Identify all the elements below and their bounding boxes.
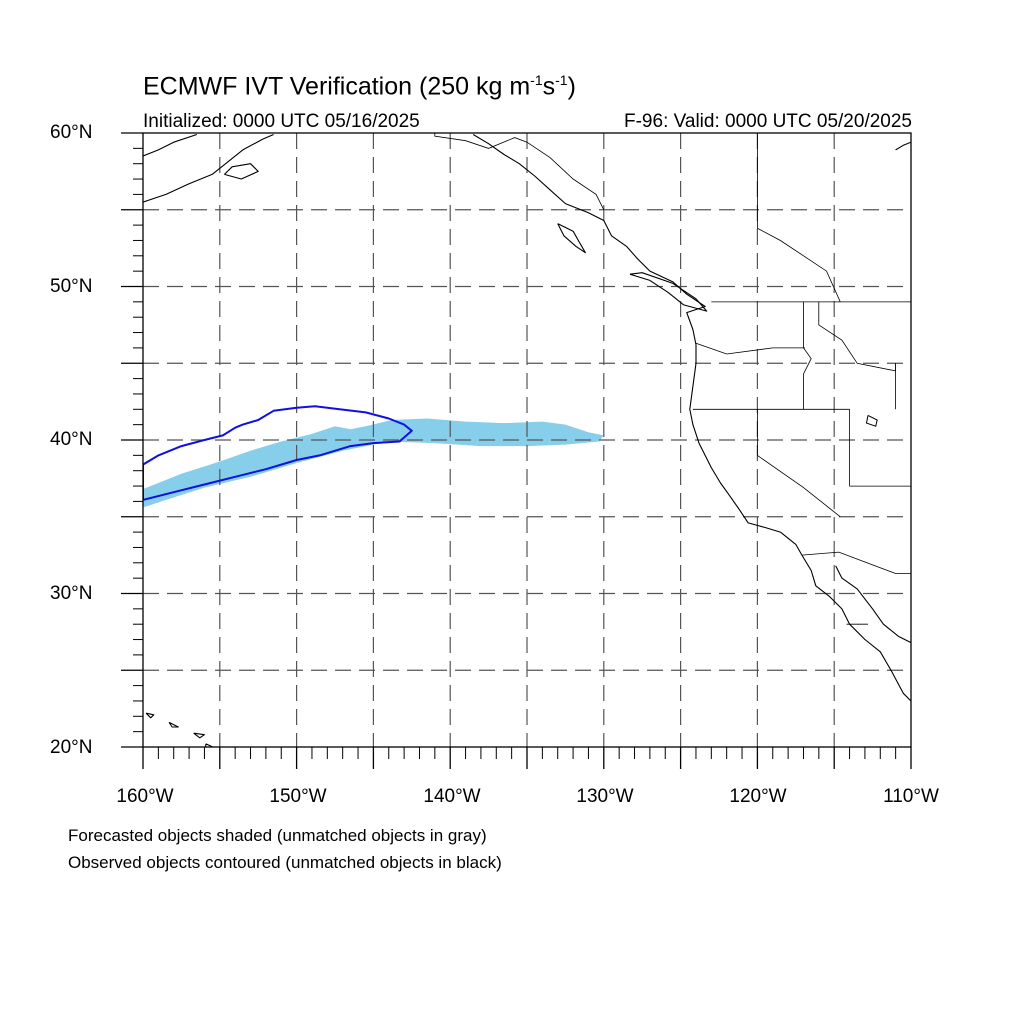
map-title: ECMWF IVT Verification (250 kg m-1s-1)	[143, 72, 576, 101]
coastline-kauai	[145, 712, 155, 719]
map-frame	[121, 132, 912, 769]
lat-label-20n: 20°N	[50, 737, 93, 758]
coastline-maui	[193, 732, 205, 739]
initialized-time: Initialized: 0000 UTC 05/16/2025	[143, 111, 420, 132]
coastline-kodiak-island	[224, 163, 259, 180]
forecast-note: Forecasted objects shaded (unmatched obj…	[68, 826, 487, 845]
lon-label-140w: 140°W	[423, 786, 481, 807]
lon-label-110w: 110°W	[883, 786, 939, 807]
border-california-nevada-border	[757, 409, 841, 518]
border-us-mexico-border	[801, 551, 911, 574]
coastline-oahu	[168, 721, 179, 728]
forecast-objects-layer	[143, 418, 604, 508]
coastline-vancouver-island	[629, 272, 708, 312]
border-idaho-washington-oregon-border	[803, 301, 812, 410]
coastline-north-america-west-coast	[472, 134, 911, 702]
border-bc-alberta-border	[757, 133, 841, 303]
coastline-alaska-south-coast	[143, 133, 274, 203]
title-prefix: ECMWF IVT Verification (250 kg m	[143, 72, 531, 101]
title-exponent-1: -1	[530, 72, 543, 88]
observed-objects-layer	[143, 405, 413, 501]
lon-label-160w: 160°W	[116, 786, 174, 807]
valid-time: F-96: Valid: 0000 UTC 05/20/2025	[624, 111, 912, 132]
observed-object	[143, 405, 413, 501]
coastline-alaska-upper-coast	[143, 133, 197, 157]
lat-label-50n: 50°N	[50, 276, 93, 297]
lat-label-30n: 30°N	[50, 583, 93, 604]
title-mid: s	[542, 72, 556, 101]
coastline-gulf-of-california-east-coast	[835, 565, 911, 644]
lat-label-40n: 40°N	[50, 429, 93, 450]
forecast-object	[143, 418, 604, 508]
coastline-haida-gwaii	[557, 223, 586, 254]
coastlines-layer	[143, 133, 911, 747]
border-idaho-montana-border	[818, 301, 896, 372]
observed-note: Observed objects contoured (unmatched ob…	[68, 853, 502, 872]
lake-great-salt-lake	[865, 414, 878, 427]
lat-label-60n: 60°N	[50, 122, 93, 143]
coastline-hudson-bay-coast	[895, 141, 911, 151]
title-exponent-2: -1	[555, 72, 568, 88]
grid-lines	[143, 133, 911, 747]
lon-label-120w: 120°W	[729, 786, 787, 807]
border-alaska-canada-border	[434, 133, 605, 210]
borders-layer	[434, 133, 911, 625]
border-washington-oregon-border	[695, 342, 805, 355]
coastline-hawaii-big-island	[204, 743, 215, 747]
title-suffix: )	[567, 72, 576, 101]
lon-label-130w: 130°W	[576, 786, 634, 807]
lon-label-150w: 150°W	[269, 786, 327, 807]
